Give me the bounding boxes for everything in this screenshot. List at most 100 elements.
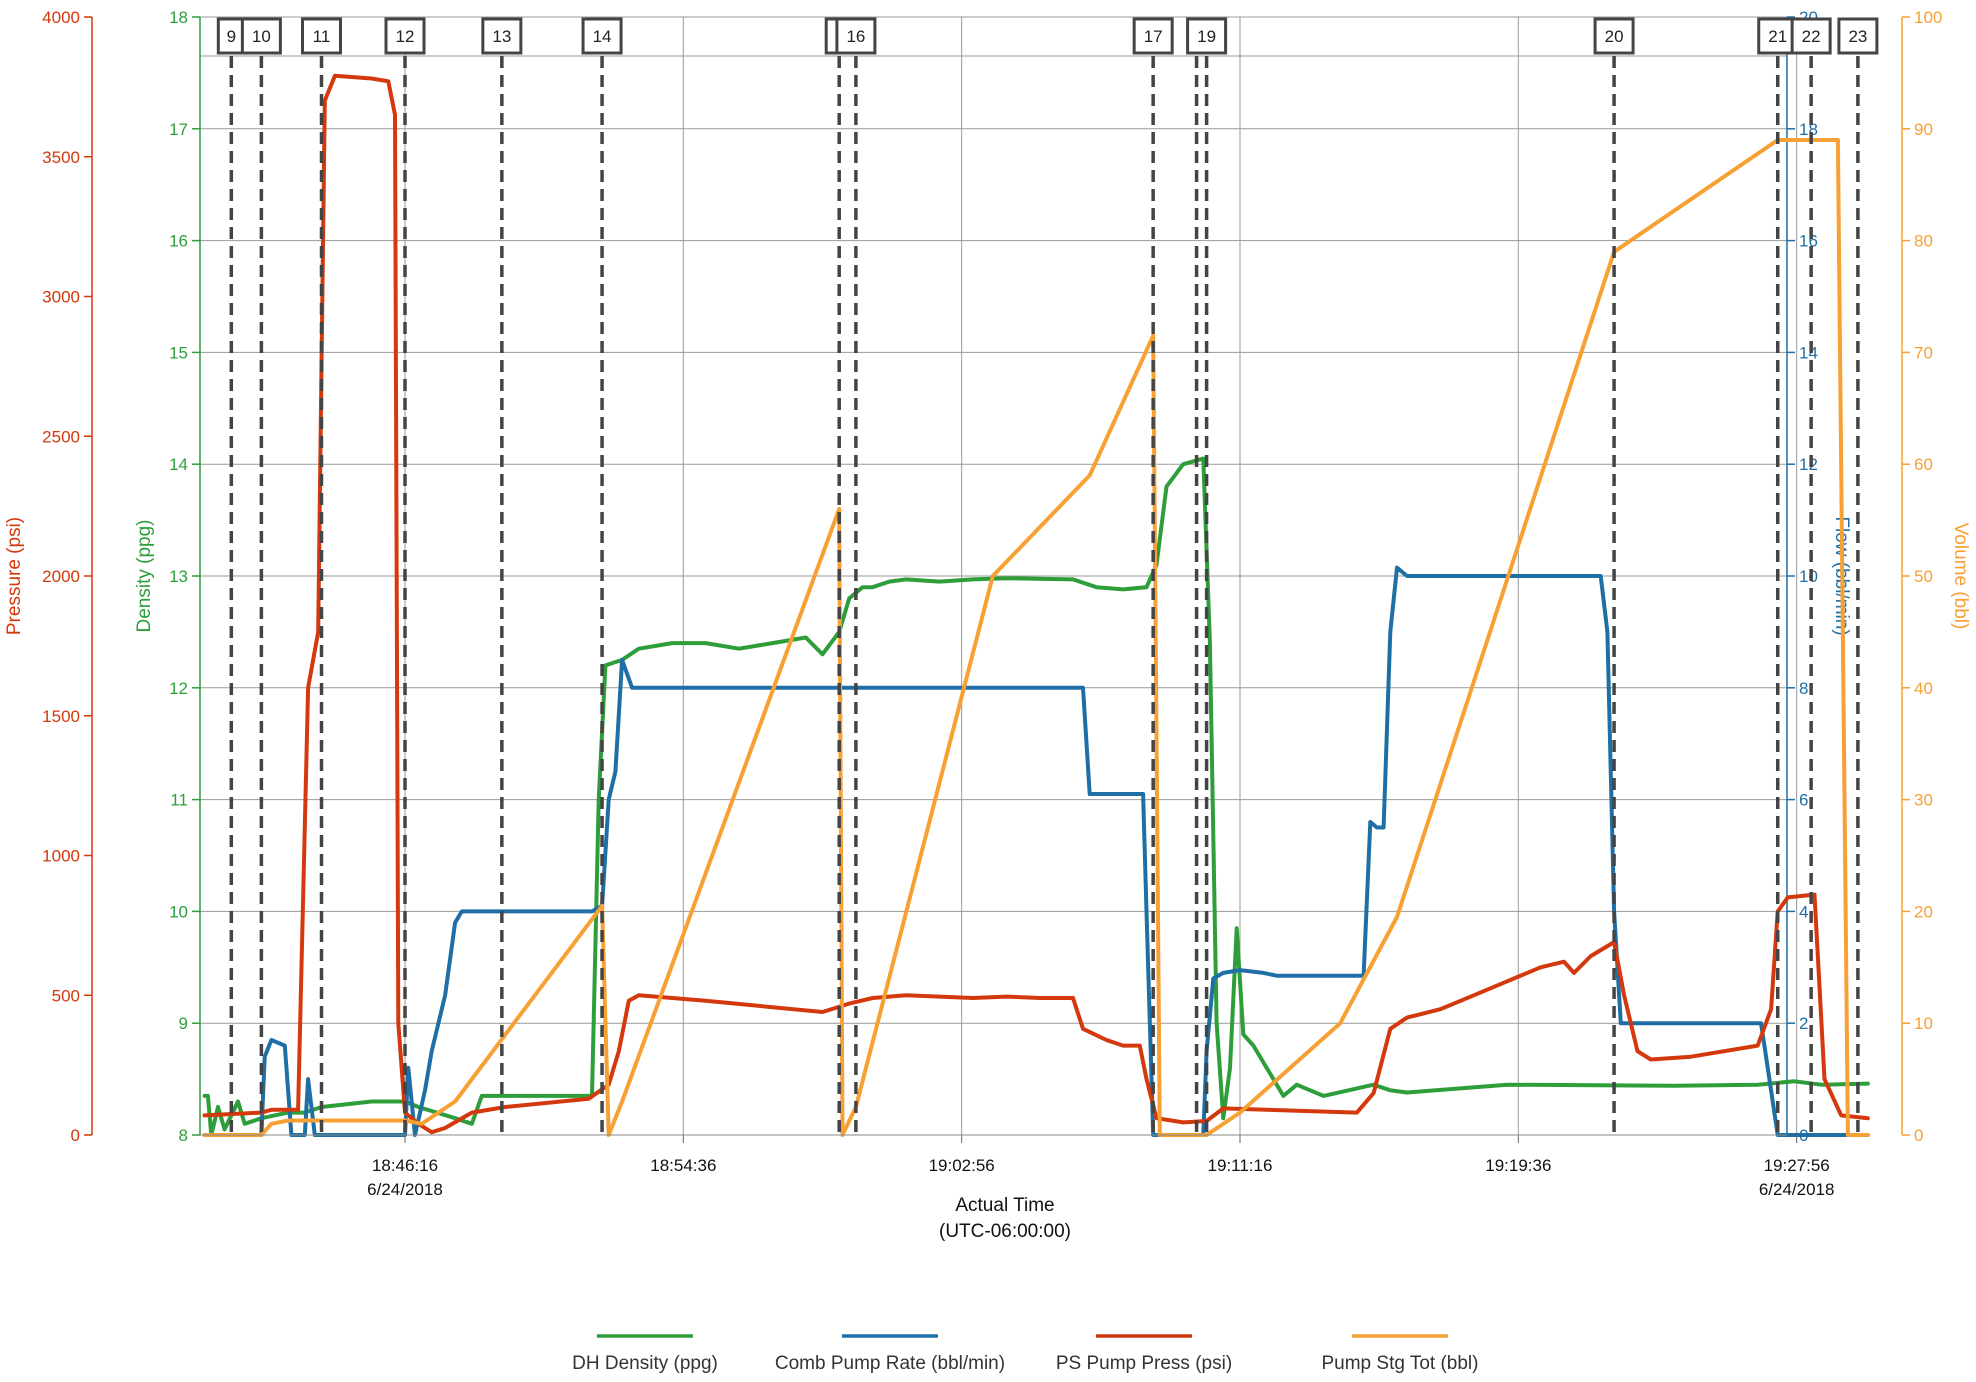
event-marker-21: 21 (1757, 17, 1799, 1135)
legend-label: Pump Stg Tot (bbl) (1321, 1353, 1478, 1374)
event-box (384, 17, 426, 55)
legend-label: Comb Pump Rate (bbl/min) (775, 1353, 1005, 1374)
pressure-tick-label: 0 (71, 1126, 80, 1145)
flow-tick-label: 10 (1799, 567, 1818, 586)
x-tick-label: 18:46:16 (372, 1156, 438, 1175)
event-label: 14 (593, 27, 612, 46)
pressure-axis: 0 500 1000 1500 2000 2500 3000 3500 4000 Pressure… (4, 8, 93, 1145)
flow-tick-label: 18 (1799, 120, 1818, 139)
density-tick-label: 14 (169, 455, 188, 474)
density-axis: 8 9 10 11 12 13 14 15 16 17 18 Density (ppg) (134, 8, 201, 1145)
series-line (202, 138, 1870, 1137)
event-marker-22: 22 (1790, 17, 1832, 1135)
events-layer: 91011121314116171920212223 (216, 17, 1879, 1135)
pressure-tick-label: 2000 (42, 567, 80, 586)
x-axis-layer: Actual Time (UTC-06:00:00) 18:46:16 6/24/… (200, 1134, 1835, 1242)
event-label: 22 (1802, 27, 1821, 46)
density-tick-label: 18 (169, 8, 188, 27)
event-box (1132, 17, 1174, 55)
event-box (1593, 17, 1635, 55)
volume-tick-label: 60 (1914, 455, 1933, 474)
event-box (240, 17, 282, 55)
density-tick-label: 8 (179, 1126, 188, 1145)
legend-item: Pump Stg Tot (bbl) (1321, 1334, 1479, 1374)
density-tick-label: 16 (169, 232, 188, 251)
x-tick-date: 6/24/2018 (367, 1180, 443, 1199)
series-line (202, 565, 1870, 1137)
legend-item: Comb Pump Rate (bbl/min) (775, 1334, 1005, 1374)
event-marker-19: 19 (1186, 17, 1228, 1135)
series-layer (202, 73, 1870, 1137)
density-tick-label: 9 (179, 1014, 188, 1033)
flow-tick-label: 12 (1799, 455, 1818, 474)
density-tick-label: 11 (170, 791, 188, 810)
event-box (1757, 17, 1799, 55)
volume-tick-label: 40 (1914, 679, 1933, 698)
event-box (216, 17, 246, 55)
x-tick-label: 19:11:16 (1208, 1156, 1273, 1175)
x-tick-date: 6/24/2018 (1759, 1180, 1835, 1199)
density-tick-label: 13 (169, 567, 188, 586)
flow-tick-label: 2 (1799, 1014, 1808, 1033)
volume-tick-label: 80 (1914, 232, 1933, 251)
event-marker-10: 10 (240, 17, 282, 1135)
event-box (1186, 17, 1228, 55)
pressure-tick-label: 500 (52, 986, 80, 1005)
event-box (481, 17, 523, 55)
volume-tick-label: 30 (1914, 791, 1933, 810)
volume-axis: 0 10 20 30 40 50 60 70 80 90 100 Volume (bbl) (1901, 8, 1971, 1145)
volume-axis-title: Volume (bbl) (1950, 523, 1971, 630)
volume-tick-label: 100 (1914, 8, 1942, 27)
event-label: 16 (846, 27, 865, 46)
pressure-tick-label: 1500 (42, 707, 80, 726)
event-marker-12: 12 (384, 17, 426, 1135)
legend-item: DH Density (ppg) (572, 1334, 718, 1374)
event-label: 21 (1768, 27, 1787, 46)
legend-label: DH Density (ppg) (572, 1353, 718, 1374)
event-label: 17 (1144, 27, 1163, 46)
flow-tick-label: 4 (1799, 902, 1808, 921)
event-marker-14: 14 (581, 17, 623, 1135)
pressure-axis-title: Pressure (psi) (4, 517, 25, 635)
volume-tick-label: 50 (1914, 567, 1933, 586)
flow-tick-label: 8 (1799, 679, 1808, 698)
density-tick-label: 15 (169, 343, 188, 362)
pressure-tick-label: 3000 (42, 288, 80, 307)
pressure-tick-label: 2500 (42, 427, 80, 446)
event-marker-23: 23 (1837, 17, 1879, 1135)
event-marker-15: 1 (824, 17, 854, 1135)
flow-tick-label: 14 (1799, 343, 1818, 362)
x-tick-label: 19:19:36 (1485, 1156, 1551, 1175)
event-label: 13 (492, 27, 511, 46)
x-axis-subtitle: (UTC-06:00:00) (939, 1221, 1071, 1242)
event-marker-17: 17 (1132, 17, 1174, 1135)
volume-tick-label: 70 (1914, 343, 1933, 362)
density-tick-label: 12 (169, 679, 188, 698)
event-box (835, 17, 877, 55)
event-label: 19 (1197, 27, 1216, 46)
x-tick-label: 19:02:56 (929, 1156, 995, 1175)
event-marker-16: 16 (835, 17, 877, 1135)
event-box (1837, 17, 1879, 55)
event-marker-11: 11 (301, 17, 342, 1135)
event-box (1790, 17, 1832, 55)
event-label: 23 (1848, 27, 1867, 46)
event-marker-20: 20 (1593, 17, 1635, 1135)
density-tick-label: 17 (169, 120, 188, 139)
event-marker-18 (1189, 17, 1205, 1135)
volume-tick-label: 90 (1914, 120, 1933, 139)
volume-tick-label: 20 (1914, 902, 1933, 921)
series-line (202, 73, 1870, 1135)
pressure-tick-label: 1000 (42, 847, 80, 866)
event-box (301, 17, 342, 55)
event-label: 9 (227, 27, 236, 46)
density-axis-title: Density (ppg) (134, 520, 155, 633)
x-tick-label: 18:54:36 (650, 1156, 716, 1175)
x-tick-label: 19:27:56 (1764, 1156, 1830, 1175)
legend-item: PS Pump Press (psi) (1056, 1334, 1232, 1374)
event-label: 20 (1605, 27, 1624, 46)
event-marker-13: 13 (481, 17, 523, 1135)
event-label: 10 (252, 27, 271, 46)
axes-layer: 05001000150020002500300035004000Pressure… (4, 8, 1971, 1145)
legend-label: PS Pump Press (psi) (1056, 1353, 1232, 1374)
